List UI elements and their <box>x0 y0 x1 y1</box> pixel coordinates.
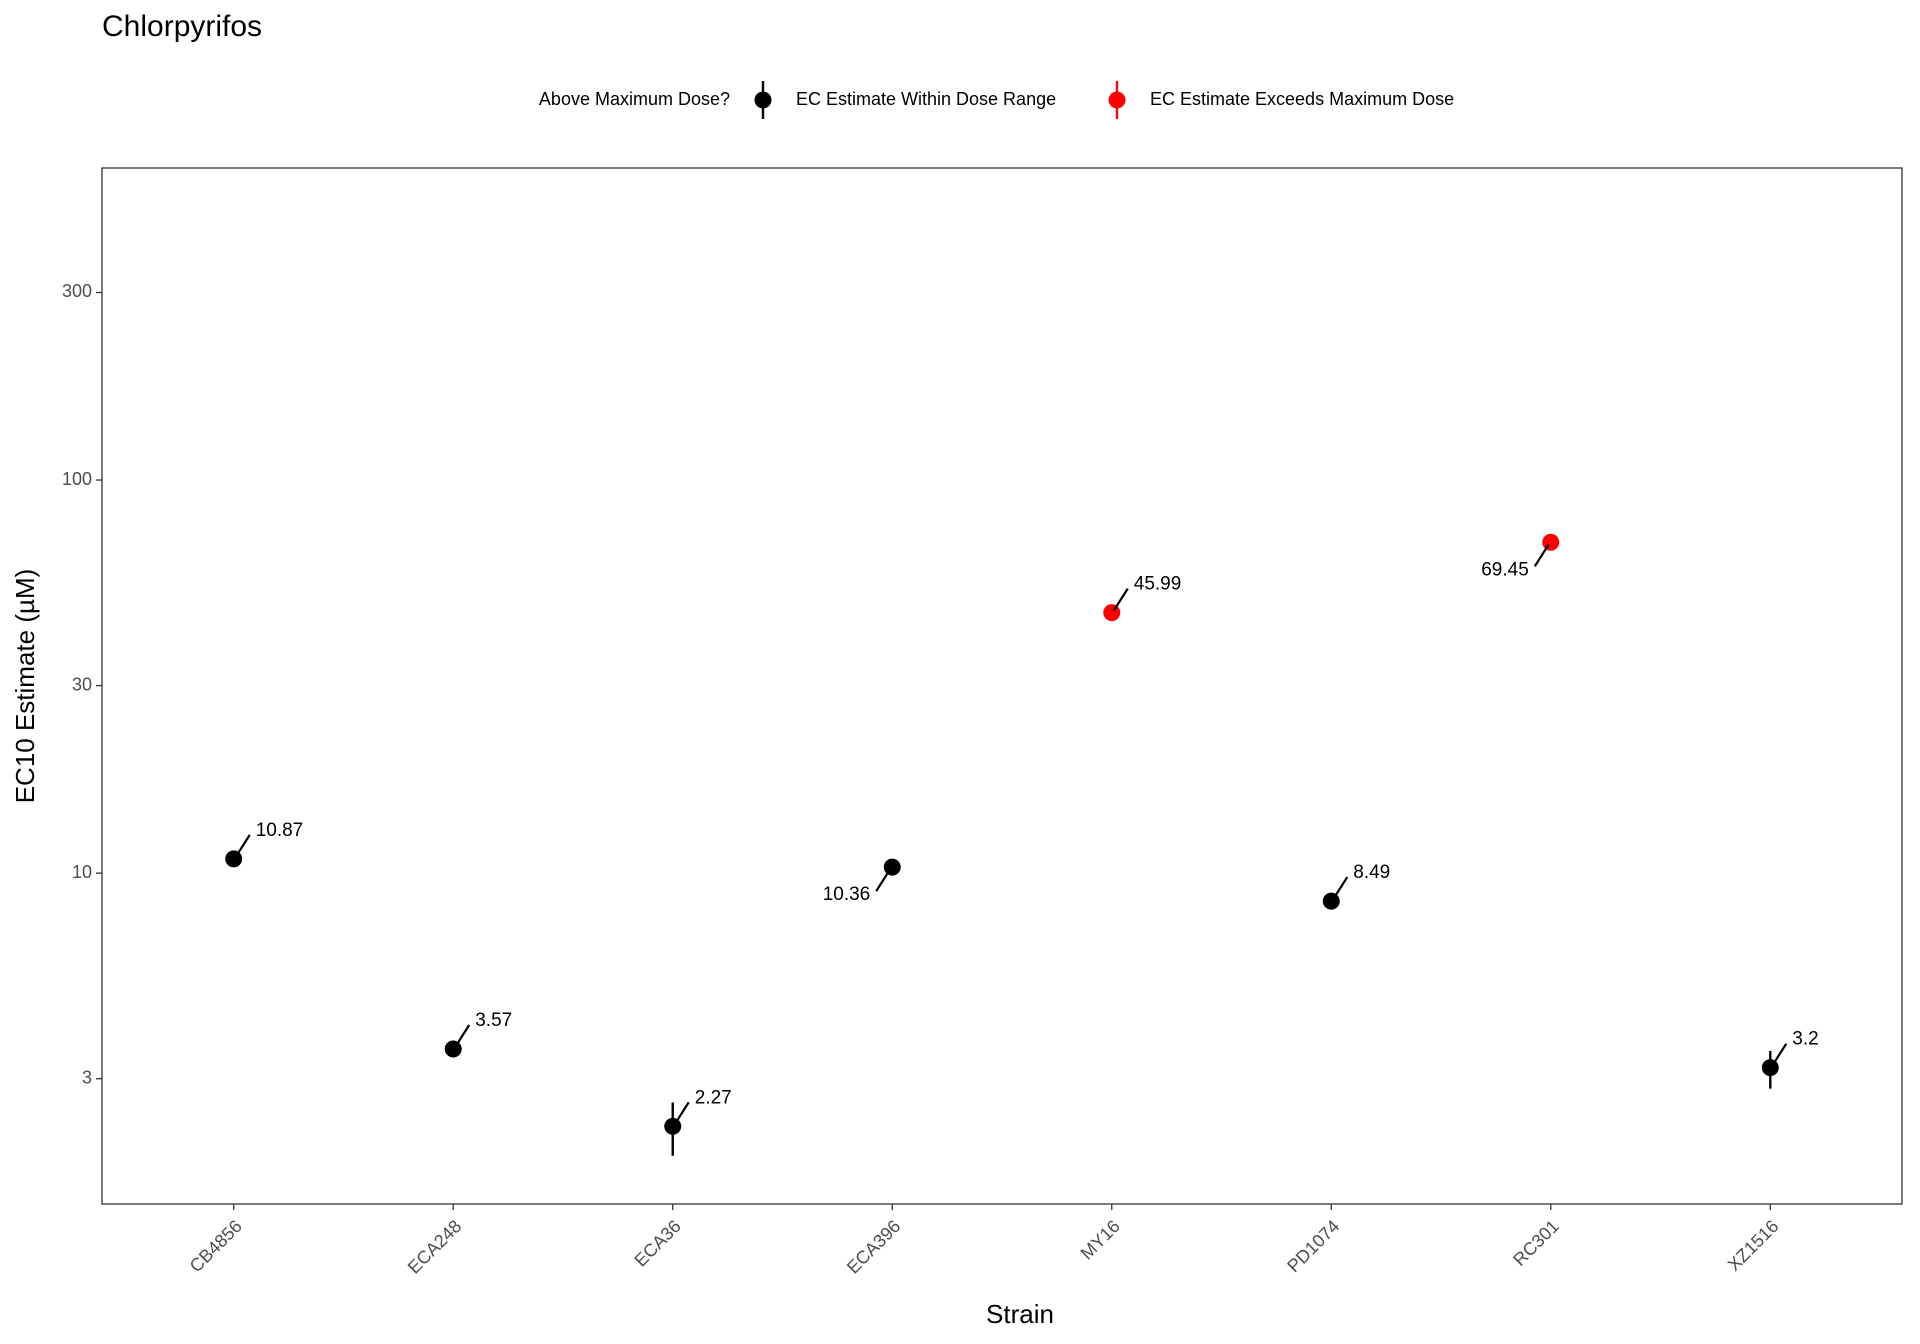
label-leader <box>673 1101 690 1125</box>
point <box>1322 892 1340 910</box>
x-tick-label: PD1074 <box>1283 1216 1343 1276</box>
data-label: 10.36 <box>823 884 871 905</box>
data-label: 10.87 <box>256 820 304 841</box>
legend-label: EC Estimate Within Dose Range <box>796 89 1056 109</box>
legend-label: EC Estimate Exceeds Maximum Dose <box>1150 89 1454 109</box>
y-tick-label: 30 <box>72 674 92 694</box>
data-label: 3.57 <box>475 1010 512 1031</box>
point <box>883 858 901 876</box>
y-tick-label: 10 <box>72 862 92 882</box>
legend-marker <box>754 91 772 109</box>
label-leader <box>454 1024 471 1048</box>
data-label: 8.49 <box>1353 862 1390 883</box>
y-tick-label: 3 <box>82 1067 92 1087</box>
x-tick-label: ECA36 <box>630 1216 684 1270</box>
x-tick-label: CB4856 <box>186 1216 246 1276</box>
y-tick-label: 100 <box>62 469 92 489</box>
data-label: 3.2 <box>1792 1029 1818 1050</box>
label-leader <box>234 834 251 858</box>
point <box>664 1117 682 1135</box>
x-axis-title: Strain <box>986 1299 1054 1329</box>
label-leader <box>1533 543 1550 567</box>
point <box>1761 1059 1779 1077</box>
point <box>225 850 243 868</box>
x-tick-label: XZ1516 <box>1724 1216 1783 1275</box>
point <box>1542 533 1560 551</box>
legend-title: Above Maximum Dose? <box>539 89 730 109</box>
label-leader <box>1332 876 1349 900</box>
y-axis-title: EC10 Estimate (µM) <box>10 569 40 804</box>
chart-title: Chlorpyrifos <box>102 10 262 43</box>
legend-marker <box>1108 91 1126 109</box>
label-leader <box>1771 1043 1788 1067</box>
data-label: 45.99 <box>1134 574 1182 595</box>
x-tick-label: ECA248 <box>404 1216 466 1278</box>
point <box>444 1040 462 1058</box>
x-tick-label: MY16 <box>1077 1216 1124 1263</box>
x-tick-label: ECA396 <box>843 1216 905 1278</box>
data-label: 2.27 <box>695 1087 732 1108</box>
plot-frame <box>101 167 1903 1205</box>
point <box>1103 604 1121 622</box>
y-tick-label: 300 <box>62 281 92 301</box>
data-label: 69.45 <box>1481 559 1529 580</box>
label-leader <box>1112 588 1129 612</box>
label-leader <box>875 868 892 892</box>
x-tick-label: RC301 <box>1509 1216 1563 1270</box>
